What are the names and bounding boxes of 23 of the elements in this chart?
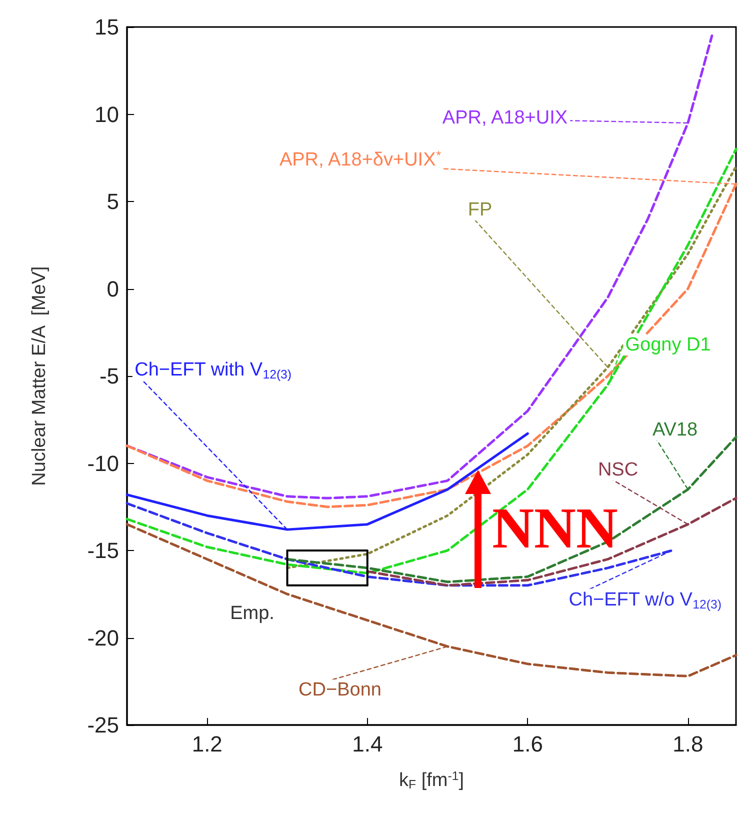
y-tick-label: -5 xyxy=(99,364,119,388)
text: NSC xyxy=(598,460,638,480)
annotation: NNN xyxy=(492,496,618,560)
y-tick-label: 0 xyxy=(106,276,119,302)
series-label: Gogny D1 xyxy=(625,334,711,356)
y-tick-label: 15 xyxy=(94,14,119,40)
text: FP xyxy=(468,200,492,220)
x-tick-label: 1.4 xyxy=(352,732,383,756)
text: APR, A18+δv+UIX* xyxy=(279,148,442,170)
series-label: AV18 xyxy=(652,420,698,440)
x-tick-label: 1.6 xyxy=(512,732,543,756)
x-tick-label: 1.8 xyxy=(672,732,704,756)
y-tick-label: 10 xyxy=(94,102,119,127)
y-axis-title: Nuclear Matter E/A [MeV] xyxy=(29,266,50,486)
text: CD−Bonn xyxy=(298,680,382,700)
text: APR, A18+UIX xyxy=(442,108,568,128)
y-tick-label: -20 xyxy=(87,625,119,650)
annotation: Emp. xyxy=(230,602,274,624)
x-tick-label: 1.2 xyxy=(192,732,222,756)
y-tick-label: 5 xyxy=(106,189,119,214)
y-tick-label: -25 xyxy=(87,712,119,738)
y-tick-label: -15 xyxy=(87,538,119,563)
y-tick-label: -10 xyxy=(87,450,119,476)
